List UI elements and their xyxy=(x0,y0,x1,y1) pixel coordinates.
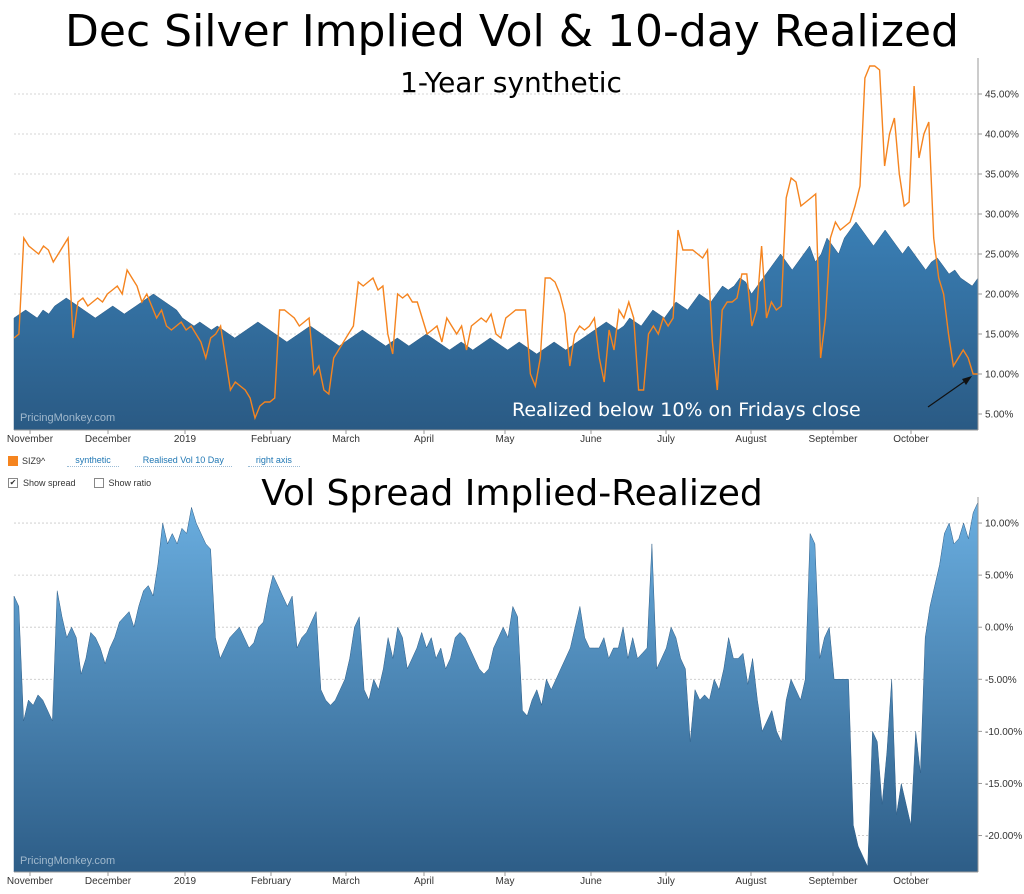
y-tick-label: 30.00% xyxy=(985,210,1019,221)
x-tick-label: September xyxy=(809,876,859,887)
chart-controls: SIZ9^ synthetic Realised Vol 10 Day righ… xyxy=(0,450,1024,495)
chart-subtitle: 1-Year synthetic xyxy=(400,66,622,99)
x-tick-label: November xyxy=(7,876,54,887)
y-tick-label: 45.00% xyxy=(985,90,1019,101)
x-tick-label: February xyxy=(251,434,291,445)
synthetic-selector[interactable]: synthetic xyxy=(67,455,119,467)
y-tick-label: 25.00% xyxy=(985,250,1019,261)
top-watermark: PricingMonkey.com xyxy=(20,412,115,424)
x-tick-label: April xyxy=(414,434,434,445)
realised-vol-selector[interactable]: Realised Vol 10 Day xyxy=(134,455,232,467)
annotation-text: Realized below 10% on Fridays close xyxy=(512,399,861,421)
y-tick-label: 5.00% xyxy=(985,410,1013,421)
x-tick-label: May xyxy=(496,876,515,887)
x-tick-label: April xyxy=(414,876,434,887)
spread-chart-title: Vol Spread Implied-Realized xyxy=(261,473,763,514)
checkbox-row: ✔ Show spread Show ratio xyxy=(8,478,169,488)
y-tick-label: -5.00% xyxy=(985,675,1017,686)
ticker-label[interactable]: SIZ9^ xyxy=(22,456,46,466)
x-tick-label: June xyxy=(580,876,602,887)
y-tick-label: 10.00% xyxy=(985,519,1019,530)
y-tick-label: 35.00% xyxy=(985,170,1019,181)
y-tick-label: -20.00% xyxy=(985,831,1022,842)
y-tick-label: -10.00% xyxy=(985,727,1022,738)
x-tick-label: October xyxy=(893,434,929,445)
x-tick-label: December xyxy=(85,434,132,445)
page-title: Dec Silver Implied Vol & 10-day Realized xyxy=(65,6,959,57)
y-tick-label: 20.00% xyxy=(985,290,1019,301)
top-y-tick-labels: 5.00% 10.00% 15.00% 20.00% 25.00% 30.00% 35.00… xyxy=(978,90,1019,421)
y-tick-label: -15.00% xyxy=(985,779,1022,790)
x-tick-label: August xyxy=(735,876,766,887)
x-tick-label: February xyxy=(251,876,291,887)
annotation-arrow-line xyxy=(927,378,969,408)
x-tick-label: November xyxy=(7,434,54,445)
annotation-arrow-head xyxy=(962,376,972,385)
show-spread-label: Show spread xyxy=(23,478,76,488)
legend-row: SIZ9^ synthetic Realised Vol 10 Day righ… xyxy=(8,455,316,467)
x-tick-label: October xyxy=(893,876,929,887)
y-tick-label: 10.00% xyxy=(985,370,1019,381)
implied-vol-area xyxy=(13,221,979,431)
x-tick-label: December xyxy=(85,876,132,887)
x-tick-label: May xyxy=(496,434,515,445)
vol-spread-area xyxy=(13,502,979,873)
x-tick-label: August xyxy=(735,434,766,445)
show-spread-checkbox[interactable]: ✔ xyxy=(8,478,18,488)
x-tick-label: March xyxy=(332,876,360,887)
ticker-swatch xyxy=(8,456,18,466)
x-tick-label: 2019 xyxy=(174,876,197,887)
x-tick-label: March xyxy=(332,434,360,445)
implied-realized-chart: 5.00% 10.00% 15.00% 20.00% 25.00% 30.00% 35.00… xyxy=(7,58,1019,445)
y-tick-label: 0.00% xyxy=(985,623,1013,634)
bottom-y-tick-labels: -20.00% -15.00% -10.00% -5.00% 0.00% 5.00% 10.… xyxy=(978,519,1022,842)
x-tick-label: July xyxy=(657,434,675,445)
vol-spread-chart: -20.00% -15.00% -10.00% -5.00% 0.00% 5.00% 10.… xyxy=(7,497,1022,887)
top-x-tick-labels: November December 2019 February March April Ma… xyxy=(7,430,929,445)
y-tick-label: 40.00% xyxy=(985,130,1019,141)
y-tick-label: 5.00% xyxy=(985,571,1013,582)
x-tick-label: June xyxy=(580,434,602,445)
x-tick-label: July xyxy=(657,876,675,887)
x-tick-label: September xyxy=(809,434,859,445)
x-tick-label: 2019 xyxy=(174,434,197,445)
bottom-watermark: PricingMonkey.com xyxy=(20,855,115,867)
bottom-x-tick-labels: November December 2019 February March April Ma… xyxy=(7,872,929,887)
show-ratio-label: Show ratio xyxy=(108,478,152,488)
realized-vol-line xyxy=(13,65,978,421)
show-ratio-checkbox[interactable] xyxy=(93,478,104,488)
y-tick-label: 15.00% xyxy=(985,330,1019,341)
axis-selector[interactable]: right axis xyxy=(247,455,300,467)
